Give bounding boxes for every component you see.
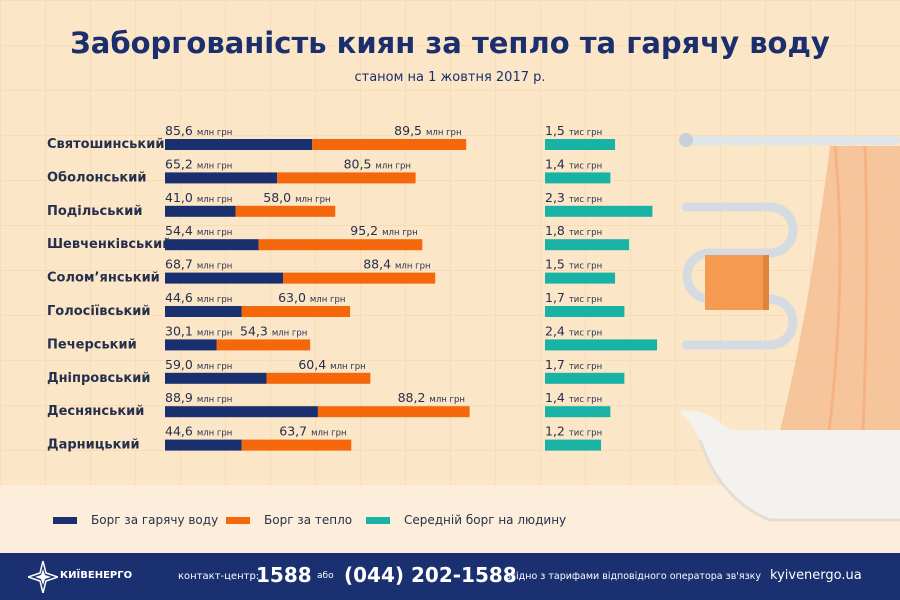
bar-heat <box>277 172 416 184</box>
bathroom-illustration <box>679 133 900 522</box>
value-per-person: 1,5 тис грн <box>545 257 602 272</box>
website-link[interactable]: kyivenergo.ua <box>770 568 862 583</box>
kyivenergo-logo-icon <box>28 561 58 593</box>
towel-warmer <box>681 202 798 350</box>
background <box>0 0 900 485</box>
bar-hot-water <box>165 372 267 384</box>
value-heat: 60,4 млн грн <box>298 357 365 372</box>
bar-heat <box>241 439 352 451</box>
legend-swatch <box>226 516 250 524</box>
legend-heat: Борг за тепло <box>226 513 352 527</box>
bar-hot-water <box>165 339 217 351</box>
value-hot-water: 65,2 млн грн <box>165 156 232 171</box>
district-label: Шевченківський <box>47 237 171 252</box>
value-hot-water: 44,6 млн грн <box>165 290 232 305</box>
value-hot-water: 54,4 млн грн <box>165 223 232 238</box>
district-label: Деснянський <box>47 404 144 419</box>
footer: КИЇВЕНЕРГО контакт-центр: 1588 або (044)… <box>0 553 900 600</box>
district-label: Дарницький <box>47 438 140 453</box>
bar-per-person <box>545 406 611 418</box>
district-label: Голосіївський <box>47 304 150 319</box>
bar-heat <box>266 372 371 384</box>
bar-per-person <box>545 272 616 284</box>
value-heat: 88,2 млн грн <box>398 390 465 405</box>
bathtub <box>680 410 900 520</box>
bar-hot-water <box>165 306 242 317</box>
bar-heat <box>216 339 311 351</box>
value-hot-water: 30,1 млн грн <box>165 323 232 338</box>
value-per-person: 2,3 тис грн <box>545 190 602 205</box>
district-label: Солом’янський <box>47 271 160 286</box>
bar-heat <box>317 406 470 418</box>
district-label: Дніпровський <box>47 371 150 386</box>
district-label: Печерський <box>47 337 137 352</box>
value-per-person: 1,7 тис грн <box>545 357 602 372</box>
bar-hot-water <box>165 439 242 451</box>
value-hot-water: 41,0 млн грн <box>165 190 232 205</box>
value-per-person: 1,4 тис грн <box>545 156 602 171</box>
bar-hot-water <box>165 406 318 418</box>
bar-hot-water <box>165 172 278 184</box>
value-heat: 63,7 млн грн <box>279 424 346 439</box>
bar-heat <box>283 272 436 284</box>
brand-name: КИЇВЕНЕРГО <box>60 570 133 581</box>
bar-hot-water <box>165 139 313 150</box>
value-heat: 63,0 млн грн <box>278 290 345 305</box>
value-heat: 89,5 млн грн <box>394 123 461 138</box>
bar-hot-water <box>165 272 284 284</box>
bar-heat <box>258 239 423 251</box>
bar-per-person <box>545 439 602 451</box>
value-heat: 58,0 млн грн <box>263 190 330 205</box>
contact-label: контакт-центр: <box>178 571 260 582</box>
value-heat: 95,2 млн грн <box>350 223 417 238</box>
bar-per-person <box>545 339 658 351</box>
value-hot-water: 44,6 млн грн <box>165 424 232 439</box>
legend-swatch <box>366 516 390 524</box>
value-per-person: 1,7 тис грн <box>545 290 602 305</box>
phone-number[interactable]: (044) 202-1588 <box>344 563 517 587</box>
legend-per-person: Середній борг на людину <box>366 513 566 527</box>
tariff-note: згідно з тарифами відповідного оператора… <box>506 571 762 582</box>
towel <box>705 255 767 310</box>
value-heat: 80,5 млн грн <box>344 156 411 171</box>
value-per-person: 1,2 тис грн <box>545 424 602 439</box>
district-label: Оболонський <box>47 170 146 185</box>
bar-per-person <box>545 372 625 384</box>
bar-per-person <box>545 172 611 184</box>
bar-hot-water <box>165 239 259 251</box>
bar-per-person <box>545 239 630 251</box>
value-per-person: 1,8 тис грн <box>545 223 602 238</box>
curtain-rail <box>680 136 900 145</box>
short-number[interactable]: 1588 <box>256 563 312 587</box>
bar-heat <box>312 139 467 150</box>
legend-swatch <box>53 516 77 524</box>
bar-hot-water <box>165 205 236 217</box>
bar-per-person <box>545 306 625 317</box>
bar-heat <box>241 306 351 317</box>
or-text: або <box>317 571 334 581</box>
page-title: Заборгованість киян за тепло та гарячу в… <box>70 26 830 60</box>
value-hot-water: 68,7 млн грн <box>165 257 232 272</box>
page-subtitle: станом на 1 жовтня 2017 р. <box>354 70 546 85</box>
legend-hot-water: Борг за гарячу воду <box>53 513 218 527</box>
bar-per-person <box>545 139 616 150</box>
bar-heat <box>235 205 336 217</box>
value-heat: 54,3 млн грн <box>240 323 307 338</box>
value-per-person: 1,4 тис грн <box>545 390 602 405</box>
bar-per-person <box>545 205 653 217</box>
value-per-person: 1,5 тис грн <box>545 123 602 138</box>
value-hot-water: 59,0 млн грн <box>165 357 232 372</box>
value-heat: 88,4 млн грн <box>363 257 430 272</box>
district-label: Подільський <box>47 204 142 219</box>
value-hot-water: 88,9 млн грн <box>165 390 232 405</box>
value-per-person: 2,4 тис грн <box>545 323 602 338</box>
value-hot-water: 85,6 млн грн <box>165 123 232 138</box>
district-label: Святошинський <box>47 137 164 152</box>
